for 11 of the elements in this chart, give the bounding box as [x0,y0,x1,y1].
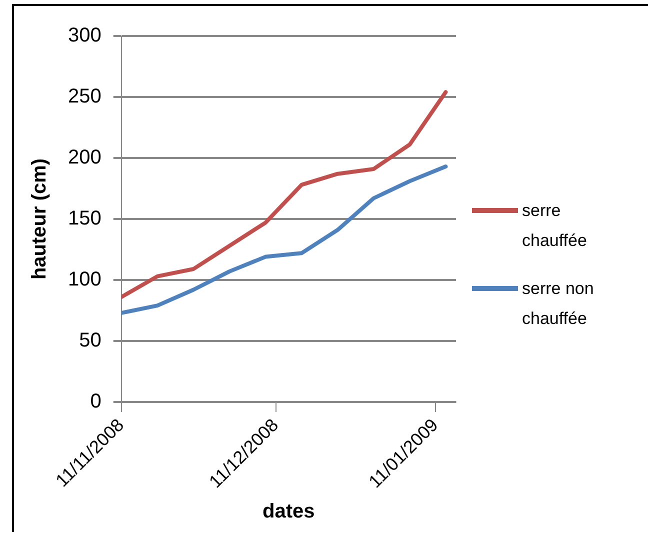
y-tick-label: 150 [68,208,102,230]
y-axis-title: hauteur (cm) [28,158,51,280]
y-tick-label: 50 [79,329,102,352]
legend-label: serre non chauffée [522,278,595,330]
y-tick-label: 0 [90,390,102,412]
y-tick-label: 300 [68,24,102,47]
x-axis-title: dates [262,500,315,523]
legend-label: serre chauffée [522,200,588,252]
y-tick-label: 100 [68,268,102,290]
y-tick-label: 250 [68,86,102,108]
y-tick-label: 200 [68,146,102,169]
